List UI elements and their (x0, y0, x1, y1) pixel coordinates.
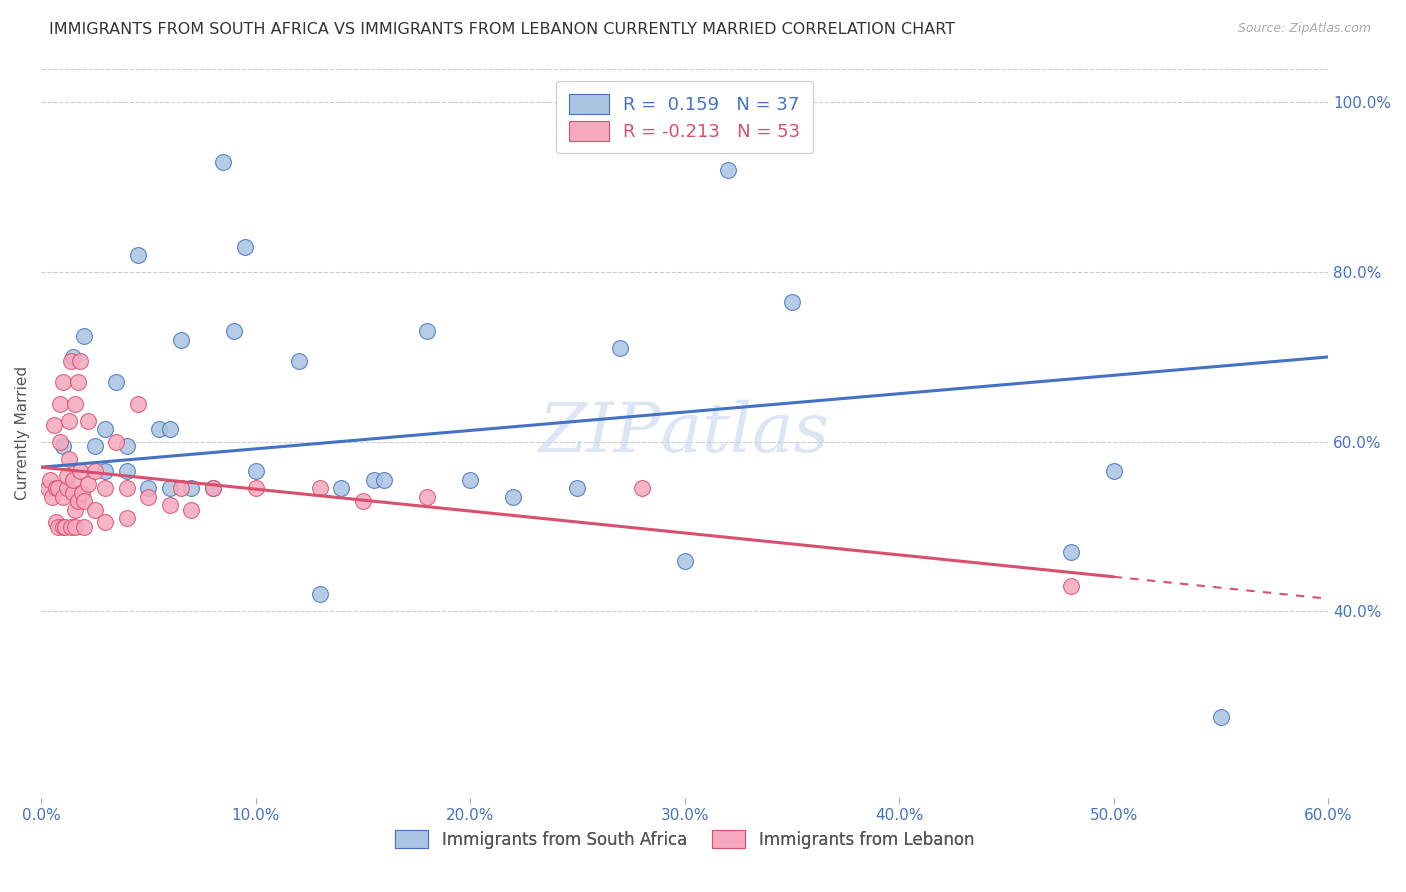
Point (73, 494, 96, 508)
Point (51, 439, 73, 453)
Point (69, 354, 91, 368)
Point (245, 465, 267, 479)
Point (138, 482, 160, 496)
Point (159, 482, 181, 496)
Point (716, 163, 738, 178)
Point (201, 482, 224, 496)
Point (77, 413, 100, 427)
Point (458, 473, 481, 487)
Point (105, 434, 128, 449)
Point (1102, 465, 1125, 479)
Point (56, 482, 79, 496)
Point (58, 413, 80, 427)
Point (37, 482, 59, 496)
Point (148, 422, 170, 436)
Point (609, 342, 631, 356)
Point (83, 439, 105, 453)
Point (94, 465, 117, 479)
Point (62, 350, 84, 364)
Y-axis label: Currently Married: Currently Married (15, 367, 30, 500)
Point (180, 482, 202, 496)
Point (373, 473, 395, 487)
Point (159, 499, 181, 513)
Point (212, 154, 235, 169)
Point (65, 519, 87, 533)
Point (245, 482, 267, 496)
Point (83, 502, 105, 516)
Point (115, 511, 138, 525)
Point (1060, 579, 1083, 593)
Point (62, 473, 84, 487)
Point (94, 516, 117, 530)
Point (287, 354, 309, 368)
Point (1209, 710, 1232, 724)
Point (159, 422, 181, 436)
Point (201, 482, 224, 496)
Point (115, 482, 138, 496)
Point (673, 553, 696, 567)
Point (49, 434, 72, 449)
Point (780, 294, 803, 309)
Point (42, 417, 65, 432)
Point (224, 325, 246, 339)
Point (45, 516, 67, 530)
Point (38, 473, 60, 487)
Point (77, 477, 100, 491)
Point (58, 451, 80, 466)
Point (127, 396, 149, 410)
Point (70, 485, 93, 500)
Point (49, 396, 72, 410)
Point (60, 354, 83, 368)
Point (53, 519, 76, 533)
Point (73, 328, 96, 343)
Point (65, 396, 87, 410)
Point (46, 519, 69, 533)
Legend: Immigrants from South Africa, Immigrants from Lebanon: Immigrants from South Africa, Immigrants… (388, 823, 981, 855)
Point (180, 502, 202, 516)
Point (83, 465, 105, 479)
Point (416, 490, 439, 504)
Point (233, 240, 256, 254)
Point (56, 468, 79, 483)
Point (567, 482, 589, 496)
Point (502, 490, 524, 504)
Point (46, 482, 69, 496)
Point (65, 502, 87, 516)
Point (60, 519, 83, 533)
Point (66, 494, 89, 508)
Point (1060, 545, 1083, 559)
Point (66, 376, 89, 390)
Point (94, 482, 117, 496)
Point (416, 325, 439, 339)
Point (51, 519, 73, 533)
Point (138, 490, 160, 504)
Text: ZIP​atlas: ZIP​atlas (538, 400, 830, 467)
Point (169, 482, 191, 496)
Point (69, 465, 91, 479)
Text: Source: ZipAtlas.com: Source: ZipAtlas.com (1237, 22, 1371, 36)
Point (73, 519, 96, 533)
Point (45, 482, 67, 496)
Point (51, 490, 73, 504)
Point (630, 482, 652, 496)
Text: IMMIGRANTS FROM SOUTH AFRICA VS IMMIGRANTS FROM LEBANON CURRENTLY MARRIED CORREL: IMMIGRANTS FROM SOUTH AFRICA VS IMMIGRAN… (49, 22, 955, 37)
Point (105, 376, 128, 390)
Point (115, 465, 138, 479)
Point (352, 494, 374, 508)
Point (169, 333, 191, 347)
Point (330, 482, 353, 496)
Point (127, 248, 149, 262)
Point (41, 490, 63, 504)
Point (51, 376, 73, 390)
Point (363, 473, 385, 487)
Point (309, 482, 332, 496)
Point (62, 485, 84, 500)
Point (309, 587, 332, 601)
Point (115, 439, 138, 453)
Point (94, 422, 117, 436)
